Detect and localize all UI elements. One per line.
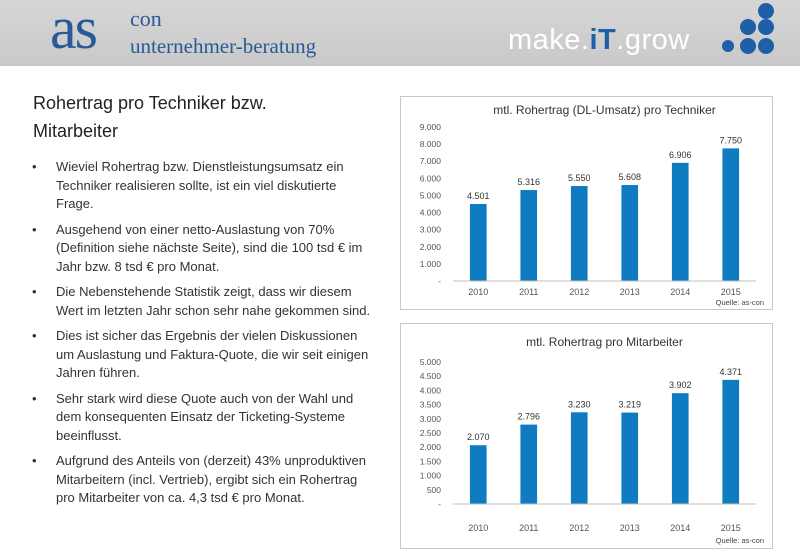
y-tick-label: 2.000	[420, 242, 442, 252]
slogan-part-c: .grow	[616, 24, 690, 56]
chart-title: mtl. Rohertrag pro Mitarbeiter	[526, 335, 683, 349]
y-tick-label: -	[438, 276, 441, 286]
y-tick-label: 500	[427, 485, 441, 495]
x-tick-label: 2012	[569, 287, 589, 297]
data-label: 6.906	[669, 150, 692, 160]
bar-2012	[570, 412, 588, 504]
chart-title: mtl. Rohertrag (DL-Umsatz) pro Techniker	[493, 103, 716, 117]
chart-mitarbeiter: mtl. Rohertrag pro Mitarbeiter - 500 1.000 1…	[400, 323, 773, 549]
data-label: 7.750	[719, 135, 742, 145]
data-label: 3.230	[568, 399, 591, 409]
bar-2014	[671, 393, 689, 504]
data-label: 3.902	[669, 380, 692, 390]
x-tick-label: 2011	[519, 287, 538, 297]
bar-2011	[520, 424, 538, 504]
y-tick-label: 5.000	[420, 190, 442, 200]
logo-as-text: as	[50, 0, 98, 61]
y-tick-label: 3.500	[420, 400, 442, 410]
x-tick-label: 2013	[620, 287, 640, 297]
slogan-part-b: iT	[589, 24, 617, 56]
y-tick-label: 1.000	[420, 471, 442, 481]
x-tick-label: 2012	[569, 523, 589, 533]
y-tick-label: 9.000	[420, 122, 442, 132]
bar-2010	[469, 203, 487, 281]
bar-2011	[520, 190, 538, 281]
page-title: Rohertrag pro Techniker bzw. Mitarbeiter	[33, 93, 267, 141]
slogan: make.iT.grow	[508, 24, 690, 57]
y-tick-label: 5.000	[420, 357, 442, 367]
y-tick-label: -	[438, 499, 441, 509]
bullet-item: Wieviel Rohertrag bzw. Dienstleistungsum…	[32, 158, 372, 214]
header-bar: as con unternehmer-beratung make.iT.grow	[0, 0, 800, 66]
dots-logo-icon	[722, 3, 774, 54]
bullet-item: Dies ist sicher das Ergebnis der vielen …	[32, 327, 372, 383]
chart-mitarbeiter-svg: mtl. Rohertrag pro Mitarbeiter - 500 1.000 1…	[420, 335, 764, 545]
y-tick-label: 7.000	[420, 156, 442, 166]
y-tick-label: 2.000	[420, 442, 442, 452]
y-tick-label: 4.500	[420, 371, 442, 381]
bullet-item: Ausgehend von einer netto-Auslastung von…	[32, 221, 372, 277]
bar-2012	[570, 186, 588, 281]
y-tick-label: 1.500	[420, 456, 442, 466]
data-label: 4.501	[467, 191, 490, 201]
x-tick-label: 2014	[670, 523, 690, 533]
y-tick-label: 3.000	[420, 414, 442, 424]
data-label: 5.316	[517, 177, 540, 187]
y-tick-label: 8.000	[420, 139, 442, 149]
y-tick-label: 1.000	[420, 259, 442, 269]
y-tick-label: 6.000	[420, 173, 442, 183]
data-label: 2.070	[467, 432, 490, 442]
x-tick-label: 2015	[721, 287, 741, 297]
x-tick-label: 2015	[721, 523, 741, 533]
data-label: 4.371	[719, 367, 742, 377]
bar-2010	[469, 445, 487, 504]
x-tick-label: 2014	[670, 287, 690, 297]
x-tick-label: 2010	[468, 287, 488, 297]
chart-techniker-svg: mtl. Rohertrag (DL-Umsatz) pro Techniker…	[420, 103, 764, 307]
bullet-list: Wieviel Rohertrag bzw. Dienstleistungsum…	[32, 158, 372, 515]
data-label: 5.608	[618, 172, 641, 182]
data-label: 3.219	[618, 400, 641, 410]
logo-con-text: con	[130, 6, 162, 31]
chart-source: Quelle: as-con	[716, 536, 764, 545]
chart-techniker: mtl. Rohertrag (DL-Umsatz) pro Techniker…	[400, 96, 773, 310]
data-label: 2.796	[517, 412, 540, 422]
x-tick-label: 2011	[519, 523, 538, 533]
bar-2015	[722, 148, 740, 281]
bullet-item: Aufgrund des Anteils von (derzeit) 43% u…	[32, 452, 372, 508]
bar-2013	[621, 412, 639, 504]
bar-2014	[671, 162, 689, 281]
bullet-item: Sehr stark wird diese Quote auch von der…	[32, 390, 372, 446]
chart-source: Quelle: as-con	[716, 298, 764, 307]
y-tick-label: 4.000	[420, 208, 442, 218]
bar-2013	[621, 185, 639, 281]
data-label: 5.550	[568, 173, 591, 183]
x-tick-label: 2013	[620, 523, 640, 533]
bar-2015	[722, 379, 740, 504]
y-tick-label: 2.500	[420, 428, 442, 438]
y-tick-label: 4.000	[420, 385, 442, 395]
bullet-item: Die Nebenstehende Statistik zeigt, dass …	[32, 283, 372, 320]
x-tick-label: 2010	[468, 523, 488, 533]
slogan-part-a: make.	[508, 24, 590, 56]
y-tick-label: 3.000	[420, 225, 442, 235]
logo-subtitle: unternehmer-beratung	[130, 34, 317, 58]
